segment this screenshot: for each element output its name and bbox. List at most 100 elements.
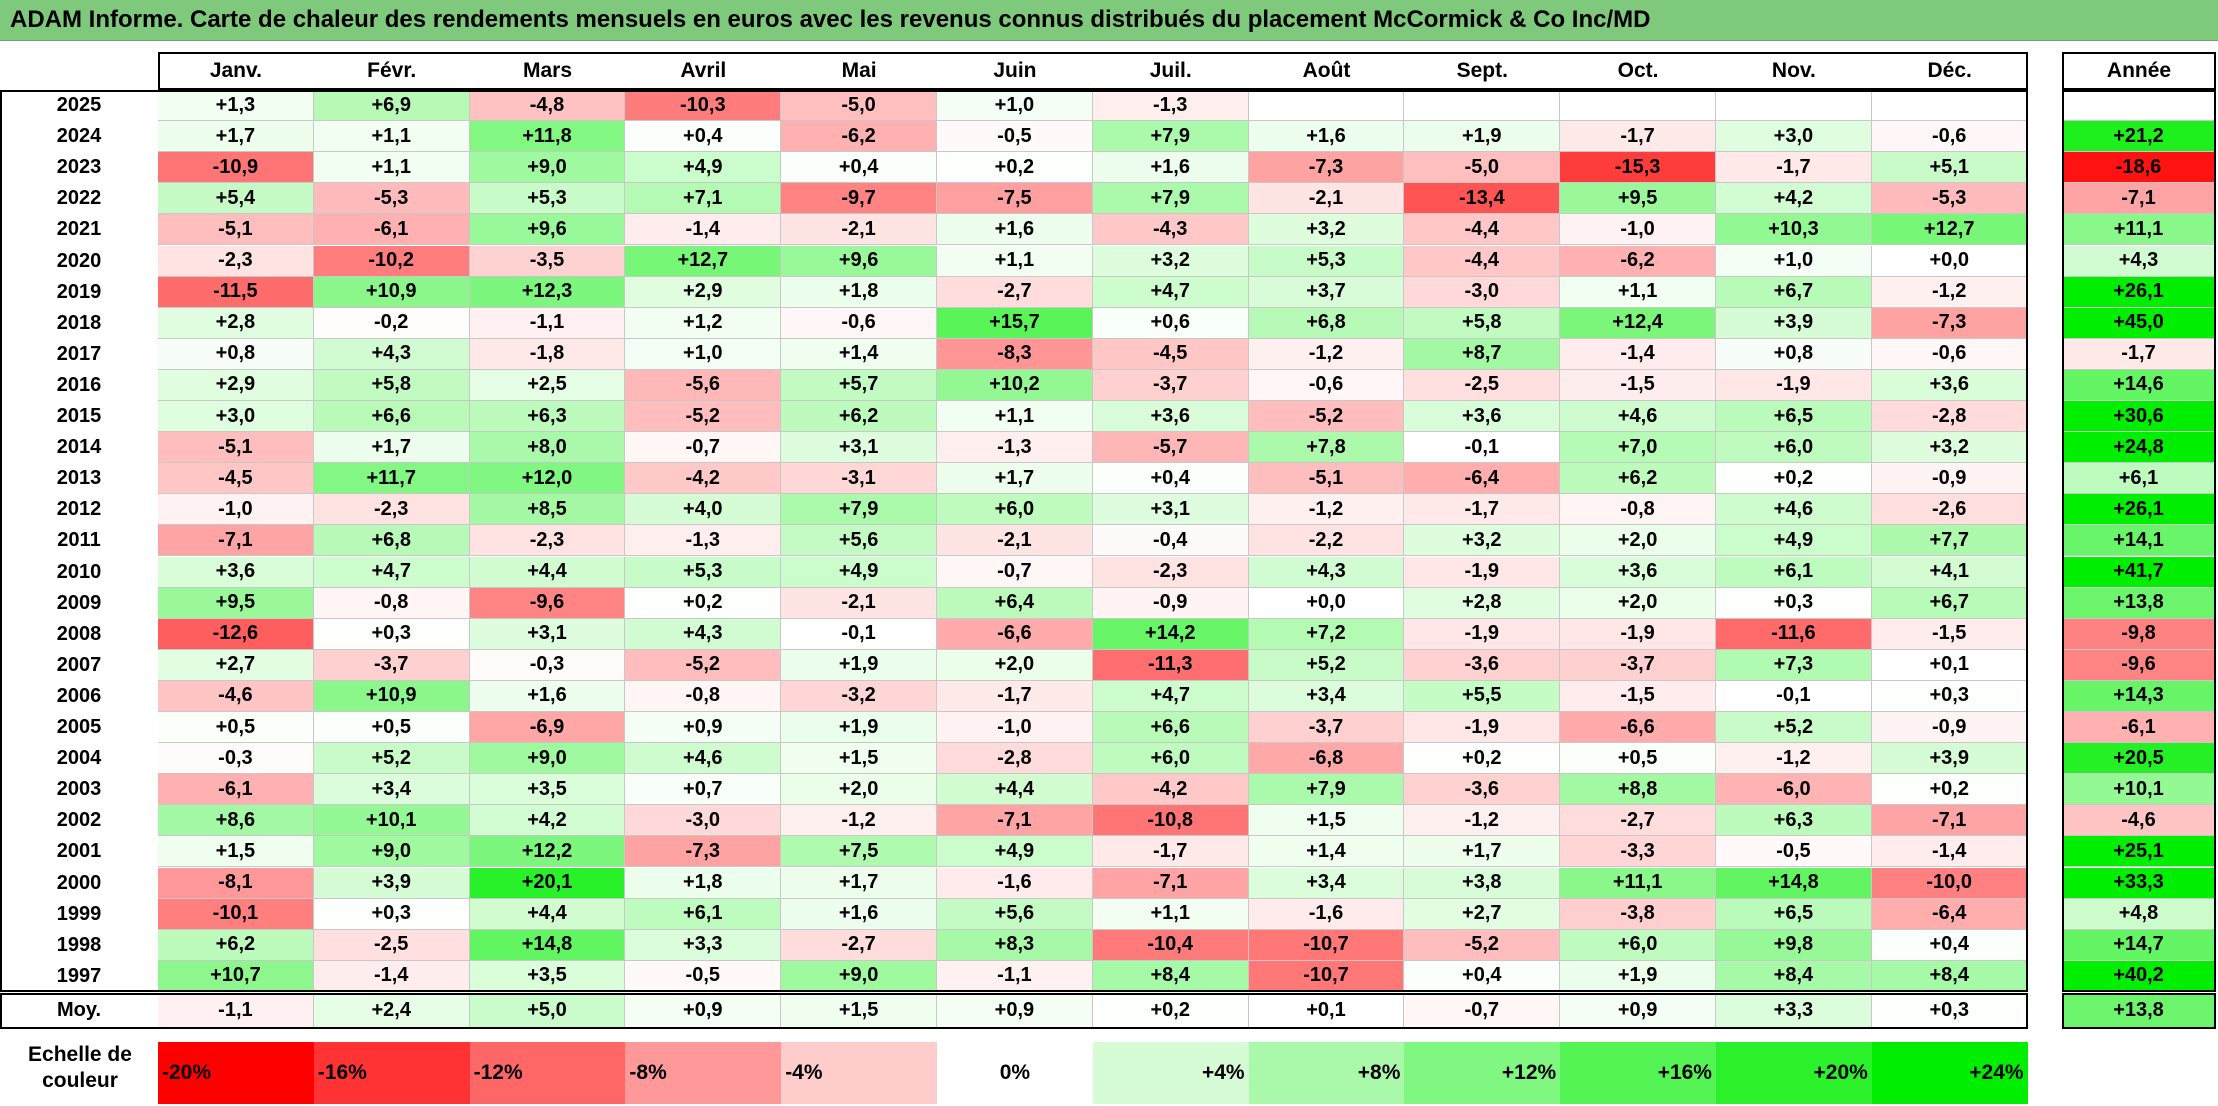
year-label: 2001 xyxy=(56,840,102,863)
annual-cell: -9,6 xyxy=(2062,649,2216,681)
heatmap-cell: -5,7 xyxy=(1092,432,1249,464)
heatmap-cell: +1,9 xyxy=(1560,960,1716,992)
heatmap-cell: +0,2 xyxy=(1871,774,2028,806)
heatmap-cell: -3,1 xyxy=(781,463,937,495)
average-cell: +0,9 xyxy=(1560,992,1716,1029)
heatmap-cell: +1,0 xyxy=(625,338,782,370)
year-label: 2000 xyxy=(56,871,102,894)
heatmap-cell: +2,0 xyxy=(1560,525,1716,557)
heatmap-cell: +4,3 xyxy=(1248,556,1405,588)
annual-cell: +6,1 xyxy=(2062,463,2216,495)
heatmap-cell: +1,1 xyxy=(1092,898,1249,930)
heatmap-cell: +1,7 xyxy=(937,463,1093,495)
heatmap-cell: +5,5 xyxy=(1404,680,1561,712)
heatmap-cell: +12,2 xyxy=(469,836,626,868)
year-label: 2019 xyxy=(56,280,102,303)
heatmap-cell: -1,0 xyxy=(158,494,314,526)
heatmap-cell: -0,5 xyxy=(1716,836,1872,868)
heatmap-cell: -5,6 xyxy=(625,369,782,401)
heatmap-cell: +0,0 xyxy=(1871,245,2028,277)
heatmap-cell: -0,9 xyxy=(1092,587,1249,619)
heatmap-cell: +1,6 xyxy=(1248,121,1405,153)
heatmap-cell: +14,8 xyxy=(469,929,626,961)
heatmap-cell: -1,2 xyxy=(1248,338,1405,370)
average-cell: -1,1 xyxy=(158,992,314,1029)
heatmap-cell: +3,9 xyxy=(1716,307,1872,339)
heatmap-cell: +1,2 xyxy=(625,307,782,339)
heatmap-cell: -10,4 xyxy=(1092,929,1249,961)
heatmap-cell xyxy=(1871,90,2028,122)
heatmap-cell: +0,2 xyxy=(1716,463,1872,495)
heatmap-cell: +11,1 xyxy=(1560,867,1716,899)
heatmap-cell: -2,3 xyxy=(158,245,314,277)
heatmap-cell: -2,7 xyxy=(1560,805,1716,837)
heatmap-cell: -1,7 xyxy=(1404,494,1561,526)
heatmap-cell: +5,1 xyxy=(1871,152,2028,184)
heatmap-cell: +5,2 xyxy=(1248,649,1405,681)
heatmap-cell: +4,9 xyxy=(937,836,1093,868)
heatmap-cell: -1,9 xyxy=(1560,618,1716,650)
heatmap-cell: -1,4 xyxy=(1871,836,2028,868)
heatmap-cell: -5,2 xyxy=(625,401,782,433)
heatmap-cell: +0,8 xyxy=(1716,338,1872,370)
heatmap-cell: +1,8 xyxy=(625,867,782,899)
heatmap-cell: -6,1 xyxy=(313,214,470,246)
color-scale-label: Echelle de couleur xyxy=(0,1042,160,1104)
heatmap-cell: +0,3 xyxy=(313,618,470,650)
heatmap-cell: +5,4 xyxy=(158,183,314,215)
heatmap-cell: +4,1 xyxy=(1871,556,2028,588)
year-label: 2021 xyxy=(56,218,102,241)
heatmap-cell: +6,2 xyxy=(781,401,937,433)
heatmap-cell: -1,8 xyxy=(469,338,626,370)
annual-cell: -18,6 xyxy=(2062,152,2216,184)
heatmap-cell: +0,3 xyxy=(313,898,470,930)
heatmap-cell: +3,6 xyxy=(1560,556,1716,588)
page-title: ADAM Informe. Carte de chaleur des rende… xyxy=(10,6,1651,33)
annual-column-header: Année xyxy=(2106,59,2172,82)
annual-cell: +26,1 xyxy=(2062,494,2216,526)
heatmap-cell: -9,6 xyxy=(469,587,626,619)
heatmap-cell: -10,7 xyxy=(1248,960,1405,992)
heatmap-cell: +5,3 xyxy=(1248,245,1405,277)
heatmap-cell: +12,7 xyxy=(1871,214,2028,246)
heatmap-cell: -2,5 xyxy=(1404,369,1561,401)
heatmap-cell: -7,1 xyxy=(937,805,1093,837)
heatmap-cell: -10,7 xyxy=(1248,929,1405,961)
color-scale-label-line1: Echelle de xyxy=(28,1043,132,1066)
annual-cell: +21,2 xyxy=(2062,121,2216,153)
column-header: Déc. xyxy=(1927,59,1972,82)
heatmap-cell: -1,6 xyxy=(937,867,1093,899)
heatmap-cell: -5,3 xyxy=(1871,183,2028,215)
heatmap-cell: +15,7 xyxy=(937,307,1093,339)
average-cell: +1,5 xyxy=(781,992,937,1029)
color-scale-step: +16% xyxy=(1560,1042,1716,1104)
annual-cell: -1,7 xyxy=(2062,338,2216,370)
heatmap-cell: +7,2 xyxy=(1248,618,1405,650)
heatmap-cell: -9,7 xyxy=(781,183,937,215)
heatmap-cell xyxy=(1716,90,1872,122)
heatmap-cell: +1,6 xyxy=(937,214,1093,246)
heatmap-cell: +6,6 xyxy=(1092,712,1249,744)
heatmap-cell: -10,3 xyxy=(625,90,782,122)
heatmap-cell: +0,6 xyxy=(1092,307,1249,339)
heatmap-cell: +1,6 xyxy=(781,898,937,930)
heatmap-cell: -1,3 xyxy=(937,432,1093,464)
heatmap-cell: +5,7 xyxy=(781,369,937,401)
heatmap-cell: +1,1 xyxy=(937,245,1093,277)
heatmap-cell: -6,6 xyxy=(1560,712,1716,744)
heatmap-cell: +14,2 xyxy=(1092,618,1249,650)
heatmap-cell: +5,6 xyxy=(937,898,1093,930)
year-label: 2012 xyxy=(56,498,102,521)
heatmap-cell: +4,0 xyxy=(625,494,782,526)
heatmap-cell: -3,7 xyxy=(1092,369,1249,401)
heatmap-cell: +4,7 xyxy=(1092,276,1249,308)
column-header: Juin xyxy=(993,59,1037,82)
color-scale-label-line2: couleur xyxy=(42,1069,118,1092)
heatmap-cell: +6,8 xyxy=(313,525,470,557)
heatmap-cell: -2,7 xyxy=(937,276,1093,308)
heatmap-cell: +6,1 xyxy=(625,898,782,930)
heatmap-cell: +4,4 xyxy=(937,774,1093,806)
heatmap-cell: +1,1 xyxy=(1560,276,1716,308)
heatmap-cell: +9,5 xyxy=(158,587,314,619)
year-label: 2017 xyxy=(56,342,102,365)
